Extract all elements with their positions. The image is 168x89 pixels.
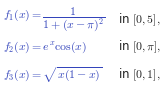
Text: in $[0,1],$: in $[0,1],$ [118,67,160,83]
Text: $f_1(x) = \dfrac{1}{1+(x-\pi)^2}$: $f_1(x) = \dfrac{1}{1+(x-\pi)^2}$ [3,6,106,34]
Text: in $[0,5],$: in $[0,5],$ [118,11,160,28]
Text: $f_2(x) = e^x\cos(x)$: $f_2(x) = e^x\cos(x)$ [3,40,88,55]
Text: $f_3(x) = \sqrt{x(1-x)}$: $f_3(x) = \sqrt{x(1-x)}$ [3,65,103,85]
Text: in $[0,\pi],$: in $[0,\pi],$ [118,39,161,55]
